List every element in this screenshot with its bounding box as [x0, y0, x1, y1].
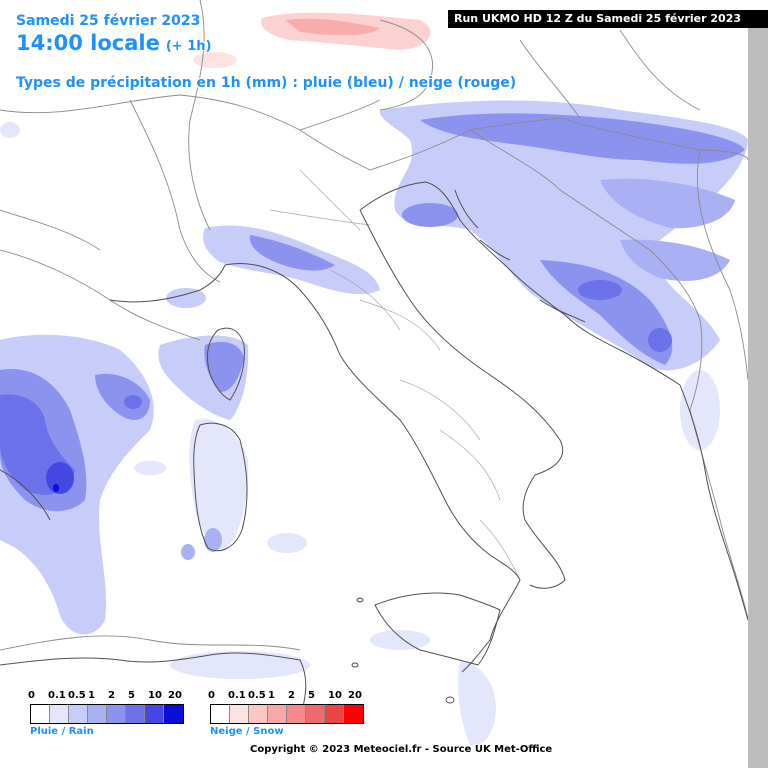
snow-legend-tick: 2 [288, 690, 295, 701]
snow-legend-box [211, 705, 230, 723]
region-borders [269, 169, 521, 581]
snow-legend-ticks: 0 0.1 0.5 1 2 5 10 20 [208, 690, 364, 704]
rain-legend-box [126, 705, 145, 723]
snow-legend-box [249, 705, 268, 723]
country-borders [0, 0, 749, 651]
date-line: Samedi 25 février 2023 [16, 13, 201, 29]
snow-legend-tick: 0.1 [228, 690, 246, 701]
snow-legend-box [325, 705, 344, 723]
rain-legend-box [50, 705, 69, 723]
rain-legend-box [164, 705, 183, 723]
rain-legend-scale [30, 704, 184, 724]
snow-legend-tick: 1 [268, 690, 275, 701]
rain-legend-tick: 0.1 [48, 690, 66, 701]
snow-legend-box [287, 705, 306, 723]
snow-legend-scale [210, 704, 364, 724]
rain-legend-box [145, 705, 164, 723]
snow-legend: 0 0.1 0.5 1 2 5 10 20 Neige / Snow [208, 690, 364, 737]
rain-areas [0, 100, 748, 746]
snow-legend-tick: 5 [308, 690, 315, 701]
rain-legend-box [107, 705, 126, 723]
snow-legend-box [268, 705, 287, 723]
run-banner: Run UKMO HD 12 Z du Samedi 25 février 20… [448, 10, 768, 28]
snow-legend-box [306, 705, 325, 723]
time-label: 14:00 locale [16, 31, 160, 55]
rain-legend-label: Pluie / Rain [30, 726, 94, 737]
rain-legend-box [69, 705, 88, 723]
rain-legend-tick: 20 [168, 690, 182, 701]
snow-legend-tick: 20 [348, 690, 362, 701]
precip-type-line: Types de précipitation en 1h (mm) : plui… [16, 75, 517, 91]
rain-legend-tick: 0.5 [68, 690, 86, 701]
rain-legend-tick: 0 [28, 690, 35, 701]
rain-legend-tick: 5 [128, 690, 135, 701]
rain-legend-ticks: 0 0.1 0.5 1 2 5 10 20 [28, 690, 184, 704]
coastlines [0, 181, 749, 721]
rain-legend-box [31, 705, 50, 723]
copyright: Copyright © 2023 Meteociel.fr - Source U… [250, 744, 553, 755]
snow-legend-tick: 0.5 [248, 690, 266, 701]
snow-legend-tick: 10 [328, 690, 342, 701]
rain-legend-tick: 10 [148, 690, 162, 701]
time-line: 14:00 locale (+ 1h) [16, 31, 211, 55]
right-edge-strip [748, 28, 768, 768]
snow-legend-box [230, 705, 249, 723]
rain-legend-tick: 1 [88, 690, 95, 701]
time-offset: (+ 1h) [165, 39, 212, 54]
snow-legend-box [344, 705, 363, 723]
snow-legend-label: Neige / Snow [210, 726, 284, 737]
rain-legend: 0 0.1 0.5 1 2 5 10 20 Pluie / Rain [28, 690, 184, 737]
snow-legend-tick: 0 [208, 690, 215, 701]
rain-legend-box [88, 705, 107, 723]
rain-legend-tick: 2 [108, 690, 115, 701]
